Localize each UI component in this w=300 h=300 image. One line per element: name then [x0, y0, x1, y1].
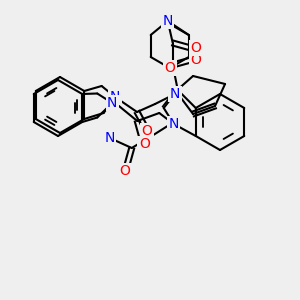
Text: N: N: [163, 14, 173, 28]
Text: N: N: [105, 131, 115, 145]
Text: O: O: [190, 41, 201, 55]
Text: O: O: [142, 124, 152, 138]
Text: O: O: [164, 61, 175, 75]
Text: O: O: [119, 164, 130, 178]
Text: N: N: [169, 117, 179, 131]
Text: N: N: [107, 96, 117, 110]
Text: O: O: [139, 137, 150, 151]
Text: O: O: [190, 53, 201, 67]
Text: N: N: [110, 90, 120, 104]
Text: N: N: [170, 87, 180, 101]
